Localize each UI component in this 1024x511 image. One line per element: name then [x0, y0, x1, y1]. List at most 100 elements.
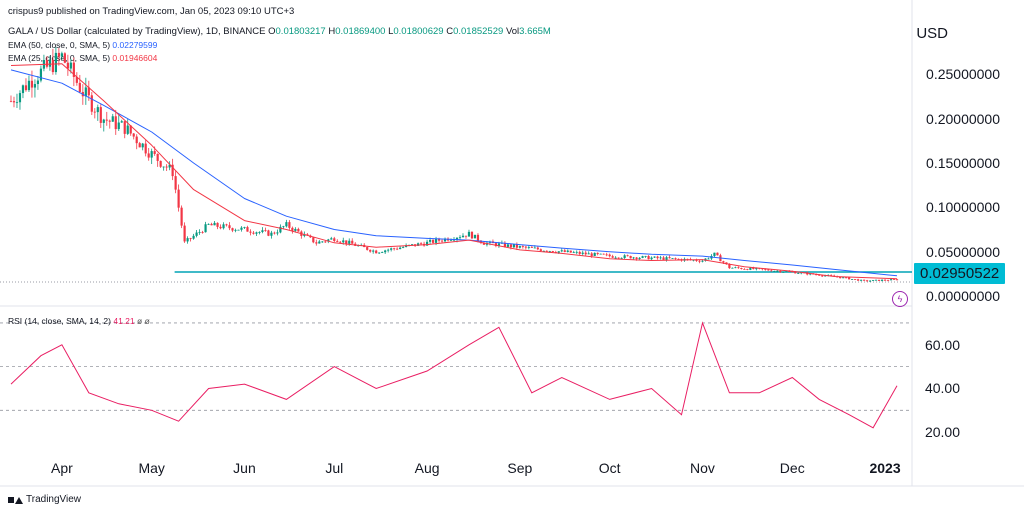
candle-body	[264, 230, 267, 232]
candle-body	[93, 111, 96, 113]
candle-body	[889, 279, 893, 281]
candle-body	[614, 257, 617, 259]
candle-body	[231, 228, 234, 231]
candle-body	[503, 242, 507, 247]
candle-body	[195, 232, 198, 236]
candle-body	[111, 116, 114, 122]
candle-body	[117, 122, 120, 130]
x-tick-label: May	[138, 460, 165, 476]
candle-body	[96, 107, 99, 113]
candle-body	[635, 257, 638, 259]
candle-body	[204, 224, 207, 233]
candle-body	[871, 280, 875, 281]
candle-body	[641, 256, 644, 258]
ema25-value: 0.01946604	[112, 53, 158, 63]
candle-body	[860, 279, 863, 281]
ohlc-vol-label: Vol	[505, 26, 520, 37]
candle-body	[425, 241, 429, 246]
candle-body	[348, 240, 351, 244]
footer-brand[interactable]: TradingView	[8, 494, 81, 505]
candle-body	[785, 271, 788, 273]
candle-body	[126, 125, 129, 134]
rsi-legend[interactable]: RSI (14, close, SMA, 14, 2) 41.21 ø ø	[8, 316, 150, 326]
candle-body	[428, 239, 432, 242]
candle-body	[240, 227, 243, 230]
candle-body	[638, 257, 641, 259]
rsi-label: RSI (14, close, SMA, 14, 2)	[8, 316, 111, 326]
symbol-line: GALA / US Dollar (calculated by TradingV…	[8, 26, 551, 37]
candle-body	[764, 269, 767, 271]
rsi-tick-label: 60.00	[924, 336, 960, 353]
candle-body	[192, 235, 195, 239]
symbol-title: GALA / US Dollar (calculated by TradingV…	[8, 26, 266, 37]
y-tick-label: 0.15000000	[926, 155, 1000, 171]
candle-body	[135, 136, 138, 144]
candle-body	[539, 249, 542, 251]
candle-body	[797, 273, 800, 275]
candle-body	[854, 279, 857, 280]
candle-body	[542, 250, 545, 252]
candle-body	[464, 235, 468, 237]
candle-body	[449, 239, 453, 241]
candle-body	[632, 257, 635, 259]
candle-body	[36, 80, 40, 85]
candle-body	[473, 234, 477, 239]
candle-body	[291, 227, 294, 231]
tradingview-logo-icon	[8, 496, 23, 504]
ohlc-l-label: L	[388, 26, 394, 37]
ohlc-o: 0.01803217	[275, 26, 326, 37]
candle-body	[755, 268, 758, 270]
candle-body	[653, 256, 656, 258]
candle-body	[824, 275, 827, 277]
ema50-legend[interactable]: EMA (50, close, 0, SMA, 5) 0.02279599	[8, 40, 157, 50]
ohlc-c-label: C	[446, 26, 454, 37]
candle-body	[886, 280, 890, 282]
x-tick-label: Apr	[50, 460, 73, 476]
candle-body	[183, 225, 186, 242]
candle-body	[470, 231, 474, 239]
candle-body	[198, 232, 201, 233]
candle-body	[767, 269, 770, 271]
footer-brand-text: TradingView	[26, 494, 82, 505]
y-tick-label: 0.20000000	[926, 110, 1000, 127]
candle-body	[452, 239, 456, 241]
candle-body	[659, 257, 662, 259]
candle-body	[560, 250, 563, 252]
candle-body	[569, 250, 572, 253]
ohlc-o-label: O	[268, 26, 276, 37]
candle-body	[207, 223, 210, 225]
candle-body	[129, 125, 132, 134]
candle-body	[701, 260, 704, 262]
candle-body	[437, 238, 441, 241]
candle-body	[375, 250, 378, 254]
candle-body	[366, 247, 369, 250]
candle-body	[536, 247, 539, 250]
candle-body	[587, 253, 590, 255]
candle-body	[141, 143, 144, 148]
candle-body	[165, 166, 168, 168]
candle-body	[243, 227, 246, 228]
candle-body	[99, 107, 102, 123]
candle-body	[30, 80, 34, 88]
candle-body	[327, 239, 330, 242]
candle-body	[845, 277, 848, 279]
candle-body	[258, 232, 261, 233]
candle-body	[9, 100, 13, 102]
candle-body	[506, 244, 509, 247]
candle-body	[895, 279, 899, 281]
candle-body	[114, 116, 117, 130]
candle-body	[213, 222, 216, 226]
candle-body	[734, 267, 737, 269]
flash-icon[interactable]: ϟ	[892, 291, 908, 307]
candle-body	[599, 253, 602, 255]
candle-body	[578, 251, 581, 254]
x-tick-label: Nov	[690, 460, 715, 476]
candle-body	[123, 121, 126, 134]
candle-body	[102, 119, 105, 123]
candle-body	[18, 93, 22, 103]
candle-body	[698, 260, 701, 262]
candle-body	[851, 279, 854, 280]
x-tick-label: Dec	[779, 460, 805, 476]
candle-body	[518, 246, 521, 248]
